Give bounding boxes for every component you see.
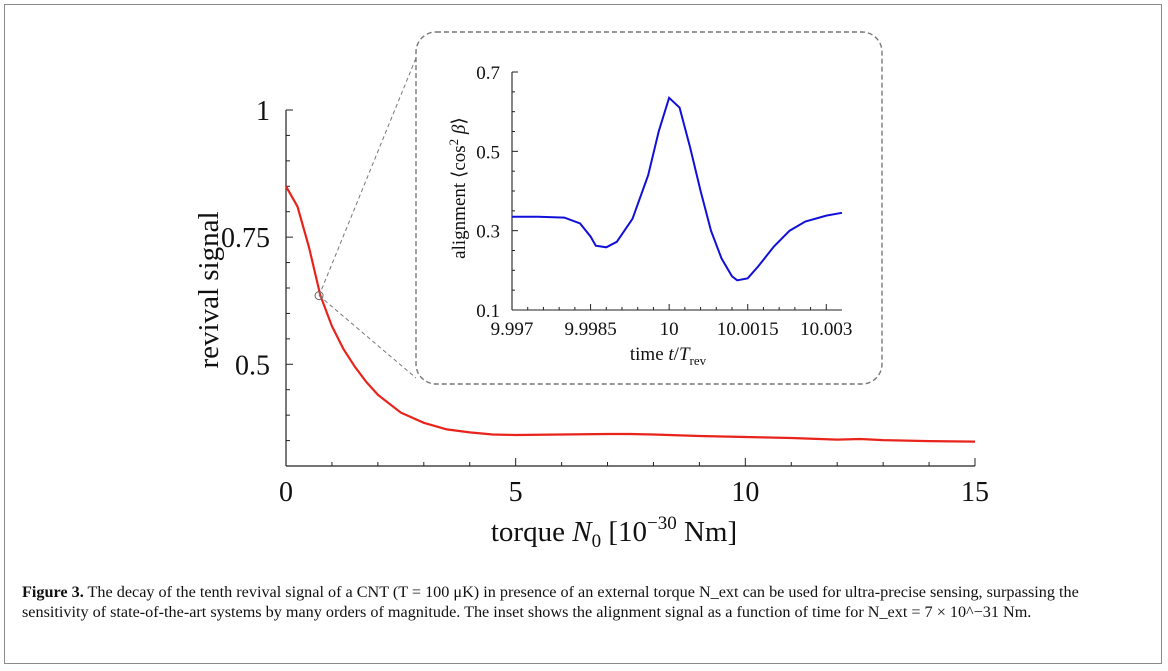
inset-y-axis-title: alignment ⟨cos2 β⟩ bbox=[446, 117, 470, 259]
inset-x-tick-label: 10 bbox=[660, 319, 679, 340]
inset-y-ticks: 0.1 0.3 0.5 0.7 bbox=[476, 63, 518, 322]
inset-y-tick-label: 0.5 bbox=[476, 142, 500, 163]
main-x-axis-title: torque N0 [10−30 Nm] bbox=[491, 513, 737, 552]
inset-x-tick-label: 10.003 bbox=[800, 319, 852, 340]
main-y-tick-label: 0.5 bbox=[235, 350, 270, 381]
figure-chart: 0.5 0.75 1 0 5 10 15 revival signal torque N0… bbox=[193, 31, 989, 552]
main-revival-curve bbox=[285, 185, 976, 443]
main-y-tick-label: 0.75 bbox=[221, 223, 270, 254]
figure-caption-label: Figure 3. bbox=[22, 583, 84, 601]
inset-connector-bottom bbox=[318, 295, 417, 379]
main-x-tick-label: 15 bbox=[961, 477, 989, 508]
main-y-tick-label: 1 bbox=[256, 96, 270, 127]
main-y-axis-title: revival signal bbox=[193, 211, 225, 368]
main-x-ticks: 0 5 10 15 bbox=[279, 458, 989, 508]
figure-frame bbox=[4, 4, 1162, 664]
inset-y-tick-label: 0.3 bbox=[476, 222, 500, 243]
inset-connector-top bbox=[318, 57, 417, 296]
inset-x-tick-label: 9.9985 bbox=[564, 319, 616, 340]
inset-box bbox=[415, 31, 883, 385]
main-x-tick-label: 10 bbox=[731, 477, 759, 508]
main-y-ticks: 0.5 0.75 1 bbox=[221, 96, 293, 442]
inset-zoom-marker bbox=[314, 291, 324, 301]
inset-y-tick-label: 0.1 bbox=[476, 301, 500, 322]
main-x-tick-label: 5 bbox=[509, 477, 523, 508]
main-x-tick-label: 0 bbox=[279, 477, 293, 508]
figure-caption: Figure 3. The decay of the tenth revival… bbox=[22, 582, 1142, 622]
inset-x-tick-label: 9.997 bbox=[491, 319, 534, 340]
figure-caption-text: The decay of the tenth revival signal of… bbox=[22, 583, 1079, 621]
inset-y-tick-label: 0.7 bbox=[476, 63, 500, 84]
inset-x-tick-label: 10.0015 bbox=[717, 319, 779, 340]
inset-x-ticks: 9.997 9.9985 10 10.0015 10.003 bbox=[491, 304, 852, 340]
inset-alignment-curve bbox=[512, 95, 843, 282]
